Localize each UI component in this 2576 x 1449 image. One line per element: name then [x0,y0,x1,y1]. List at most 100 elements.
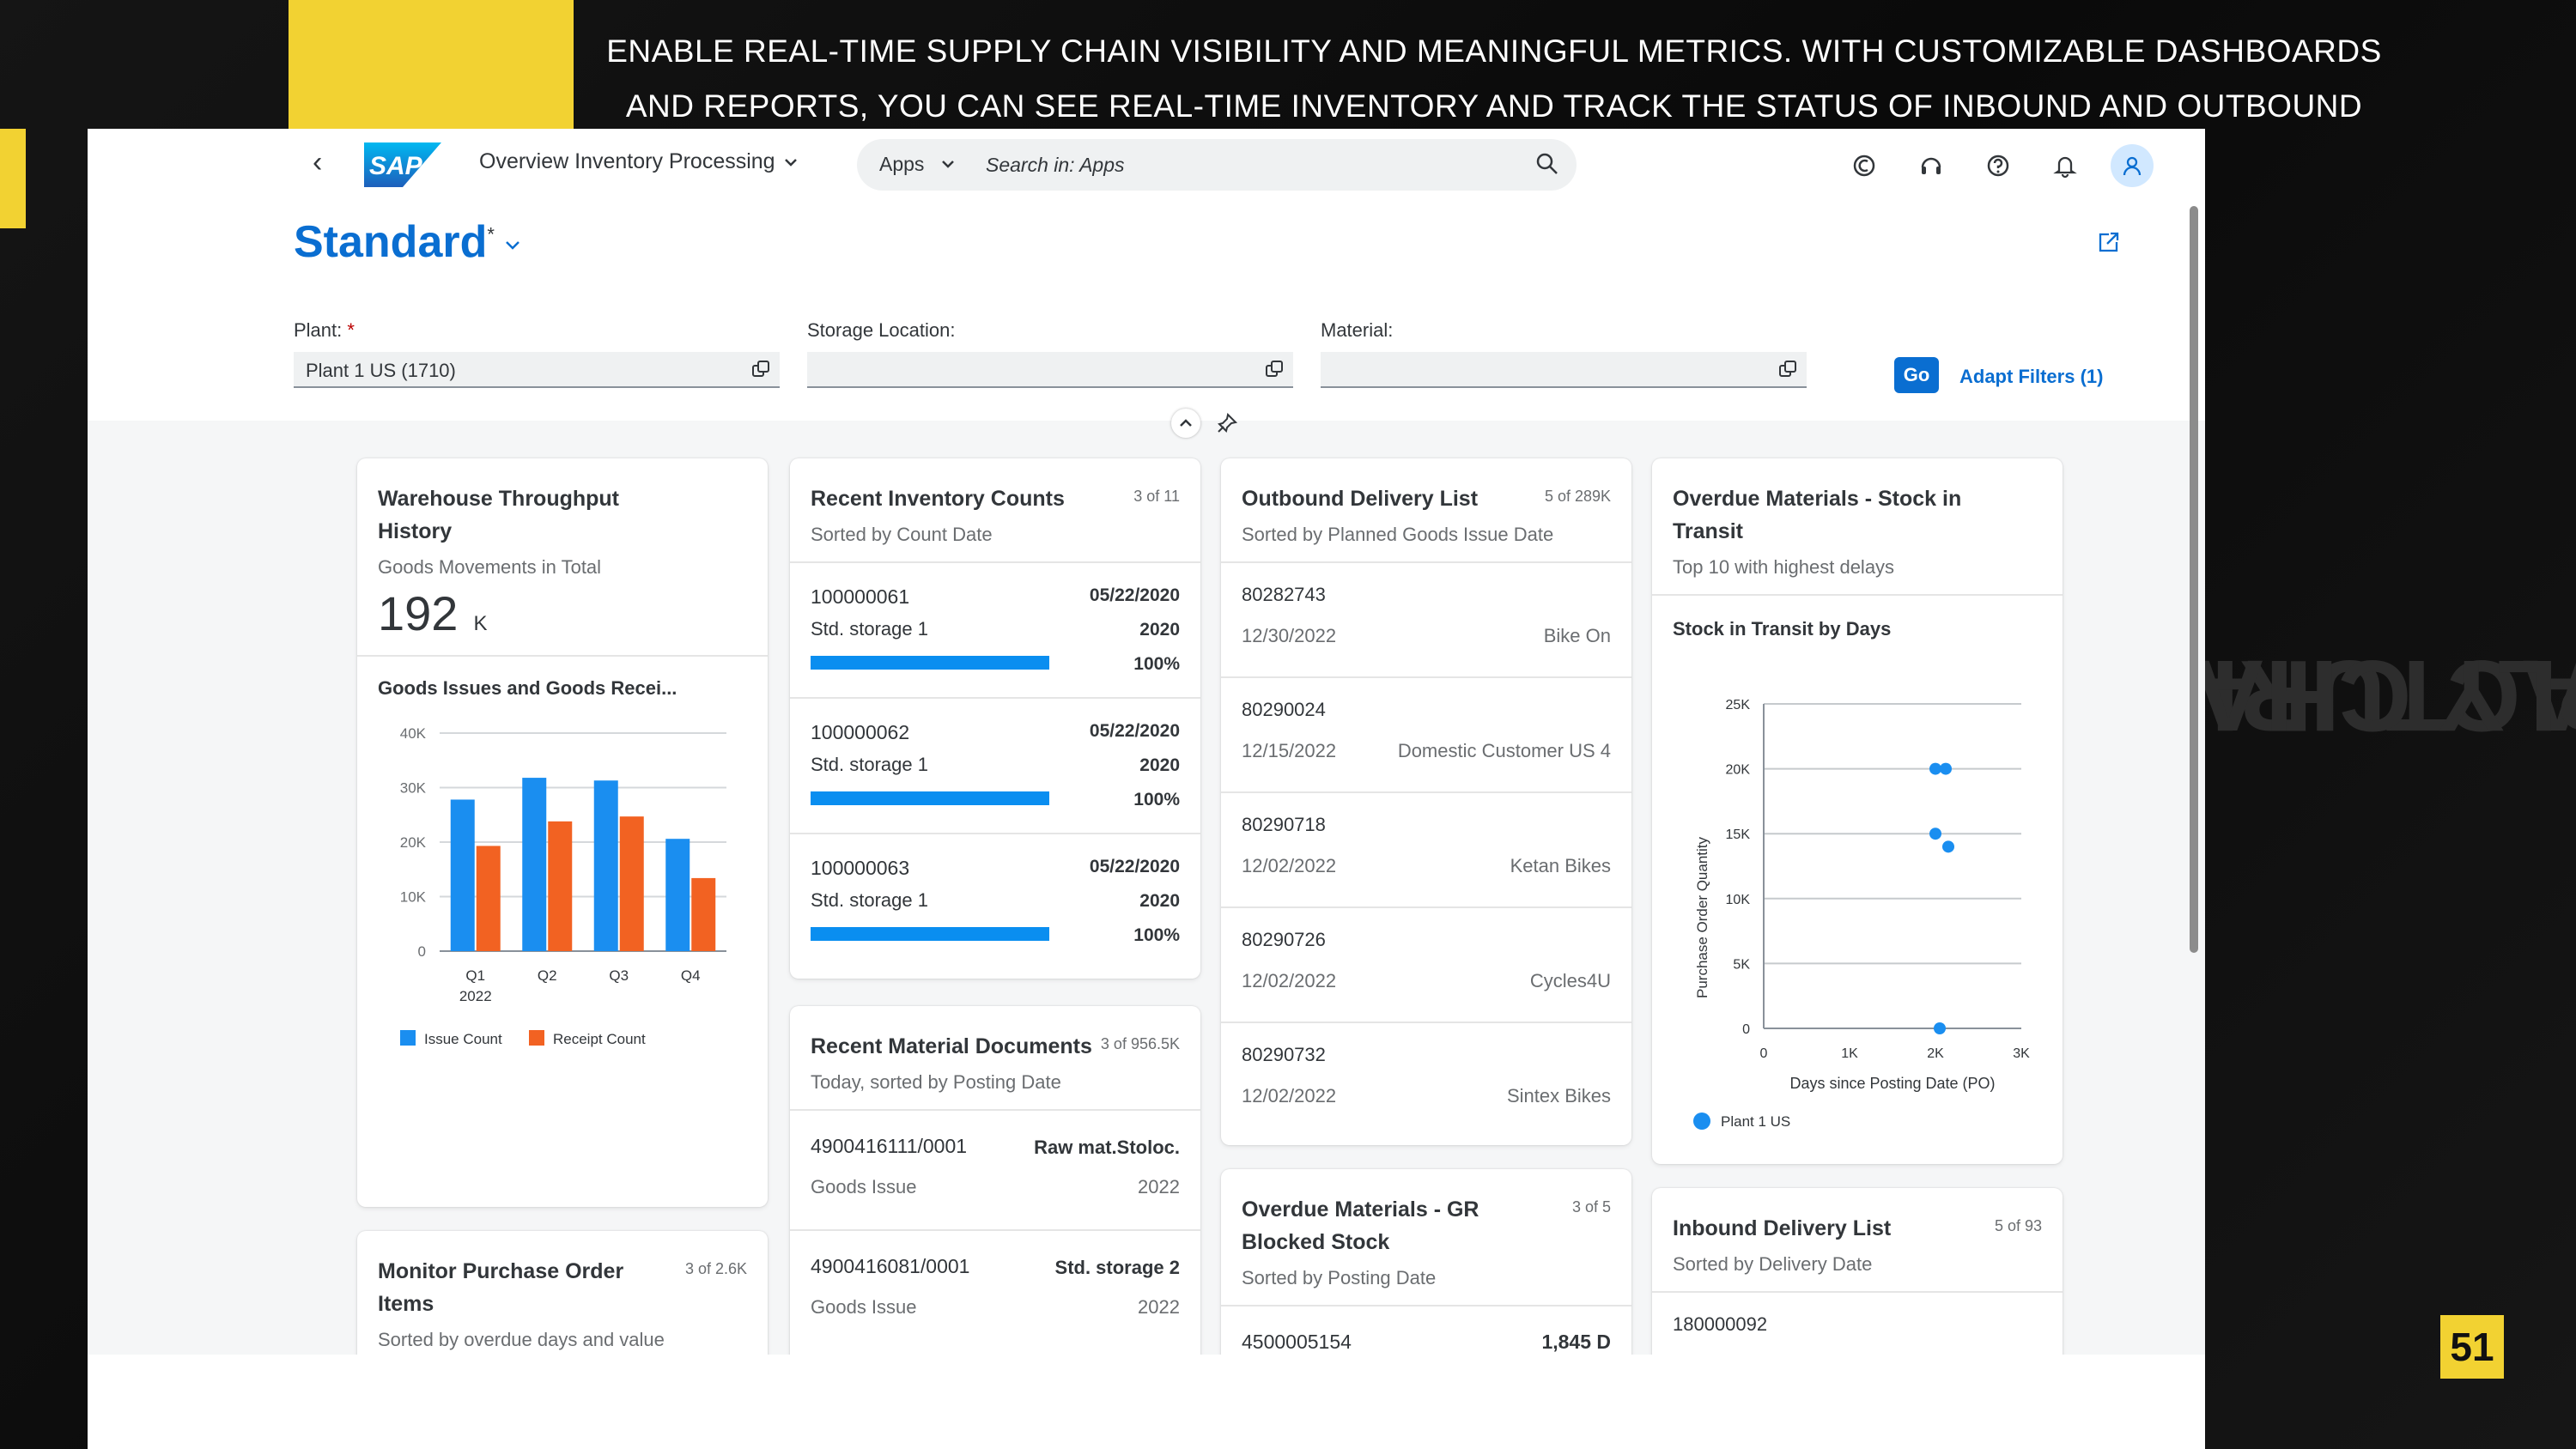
x-tick-label: 3K [2013,1046,2030,1061]
storage-location: Std. storage 1 [811,754,928,775]
material-label: Material: [1321,319,1394,341]
list-item[interactable]: 80290726 12/02/2022 Cycles4U [1221,908,1631,1023]
list-item[interactable]: 4500005154 1,845 D [1221,1307,1631,1355]
card-subtitle: Top 10 with highest delays [1673,556,1895,578]
shell-search: Apps Search in: Apps [857,139,1577,191]
goods-issues-receipts-chart[interactable]: 0 10K 20K 30K 40K Q1 2022 Q2 Q3 Q4 Issue Count Rece… [357,690,768,1188]
stock-in-transit-chart[interactable]: 0 5K 10K 15K 20K 25K 0 1K 2K 3K Days since Posting… [1652,656,2063,1154]
count-year: 2020 [1139,755,1180,775]
card-count: 5 of 93 [1994,1217,2042,1234]
value-help-icon[interactable] [1264,359,1285,379]
progress-label: 100% [1133,790,1180,809]
chevron-down-icon [784,158,797,167]
variant-title[interactable]: Standard* [294,216,495,268]
list-item[interactable]: 100000063 05/22/2020 Std. storage 1 2020… [790,834,1200,968]
filter-plant: Plant: * Plant 1 US (1710) [294,319,780,388]
search-scope-select[interactable]: Apps [879,153,925,175]
progress-bar [811,791,1049,805]
plant-label: Plant: [294,319,343,341]
bar-receipt-count [548,821,573,951]
headset-icon[interactable] [1910,144,1953,187]
card-recent-inventory-counts[interactable]: Recent Inventory Counts 3 of 11 Sorted b… [790,458,1200,979]
card-inbound-delivery-list[interactable]: Inbound Delivery List 5 of 93 Sorted by … [1652,1188,2063,1355]
y-tick-label: 0 [418,943,426,960]
list-item[interactable]: 180000092 [1652,1293,2063,1355]
card-recent-material-documents[interactable]: Recent Material Documents 3 of 956.5K To… [790,1006,1200,1355]
overdue-days: 1,845 D [1541,1331,1611,1353]
y-axis-label: Purchase Order Quantity [1694,836,1710,998]
po-number: 4500005154 [1242,1331,1352,1353]
y-tick-label: 25K [1726,698,1751,712]
card-outbound-delivery-list[interactable]: Outbound Delivery List 5 of 289K Sorted … [1221,458,1631,1145]
y-tick-label: 20K [400,834,427,851]
bar-receipt-count [691,877,716,951]
sap-logo[interactable]: SAP [364,142,441,187]
pin-icon [1218,412,1238,433]
user-avatar-icon[interactable] [2111,144,2154,187]
x-axis-label: Days since Posting Date (PO) [1789,1075,1995,1092]
delivery-id: 180000092 [1673,1313,1768,1335]
scope-chevron-down-icon[interactable] [941,151,955,177]
count-doc-id: 100000061 [811,585,910,608]
list-item[interactable]: 80290024 12/15/2022 Domestic Customer US… [1221,678,1631,793]
bar-issue-count [593,780,618,951]
list-item[interactable]: 4900416111/0001 Raw mat.Stoloc. Goods Is… [790,1111,1200,1231]
storage-location: Std. storage 1 [811,618,928,640]
legend-label: Receipt Count [553,1031,646,1047]
storage-location-field[interactable] [807,352,1293,388]
collapse-header-button[interactable] [1171,409,1200,438]
card-count: 3 of 11 [1133,488,1180,505]
value-help-icon[interactable] [750,359,771,379]
pin-header-button[interactable] [1212,409,1242,438]
kpi-unit: K [473,612,488,635]
posting-year: 2022 [1138,1296,1180,1318]
x-tick-label: Q1 [465,967,485,984]
back-button[interactable]: ‹ [313,146,323,179]
card-monitor-purchase-order[interactable]: Monitor Purchase Order Items 3 of 2.6K S… [357,1231,768,1355]
search-icon[interactable] [1535,152,1559,176]
material-field[interactable] [1321,352,1807,388]
copilot-icon[interactable] [1843,144,1886,187]
customer-name: Domestic Customer US 4 [1397,740,1611,761]
delivery-date: 12/15/2022 [1242,740,1337,761]
customer-name: Sintex Bikes [1506,1085,1611,1106]
list-item[interactable]: 4900416081/0001 Std. storage 2 Goods Iss… [790,1231,1200,1349]
y-tick-label: 5K [1733,957,1750,972]
notification-bell-icon[interactable] [2044,144,2087,187]
bar-issue-count [522,778,547,951]
go-button[interactable]: Go [1894,357,1939,393]
list-item[interactable]: 100000062 05/22/2020 Std. storage 1 2020… [790,699,1200,834]
x-tick-label: Q3 [609,967,629,984]
data-point [1942,840,1954,853]
accent-block [289,0,574,129]
list-item[interactable]: 80290718 12/02/2022 Ketan Bikes [1221,793,1631,908]
list-item[interactable]: 100000061 05/22/2020 Std. storage 1 2020… [790,563,1200,699]
value-help-icon[interactable] [1777,359,1798,379]
delivery-id: 80290718 [1242,814,1326,835]
share-icon[interactable] [2097,230,2121,254]
card-overdue-stock-in-transit[interactable]: Overdue Materials - Stock in Transit Top… [1652,458,2063,1164]
app-title-menu[interactable]: Overview Inventory Processing [479,149,798,174]
variant-chevron-down-icon[interactable] [505,240,520,251]
progress-bar [811,927,1049,941]
card-title: Warehouse Throughput History [378,487,619,543]
sap-logo-text: SAP [369,152,423,180]
x-tick-sublabel: 2022 [459,988,492,1004]
card-subtitle: Sorted by overdue days and value [378,1329,665,1350]
list-item[interactable]: 80282743 12/30/2022 Bike On [1221,563,1631,678]
card-warehouse-throughput[interactable]: Warehouse Throughput History Goods Movem… [357,458,768,1207]
card-overdue-gr-blocked-stock[interactable]: Overdue Materials - GR Blocked Stock 3 o… [1221,1169,1631,1355]
plant-field[interactable]: Plant 1 US (1710) [294,352,780,388]
app-title: Overview Inventory Processing [479,149,775,173]
adapt-filters-button[interactable]: Adapt Filters (1) [1959,366,2104,387]
bar-receipt-count [476,846,501,951]
page-scrollbar[interactable] [2190,206,2198,953]
list-item[interactable]: 80290732 12/02/2022 Sintex Bikes [1221,1023,1631,1137]
card-subtitle: Today, sorted by Posting Date [811,1071,1061,1093]
search-input[interactable]: Search in: Apps [986,154,1125,176]
help-icon[interactable] [1977,144,2020,187]
movement-type: Goods Issue [811,1296,917,1318]
card-count: 3 of 956.5K [1100,1035,1180,1052]
variant-name: Standard [294,217,488,267]
bar-receipt-count [619,816,644,951]
